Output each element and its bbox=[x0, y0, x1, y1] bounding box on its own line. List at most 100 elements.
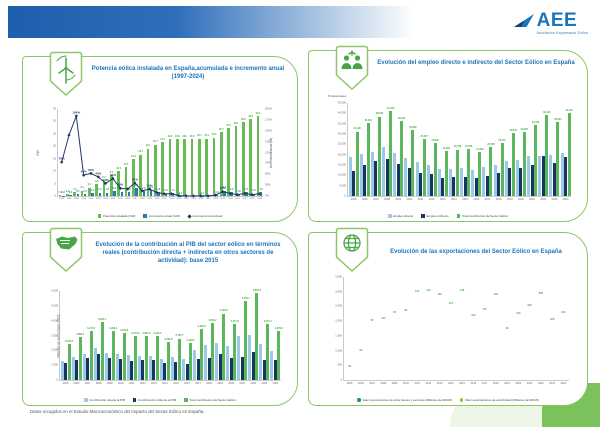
bar-value-label: 5,343.7 bbox=[241, 296, 250, 300]
y-axis-tick: 2,500 bbox=[335, 304, 342, 308]
bar bbox=[352, 170, 356, 196]
bar-group: 1.5 0.7 bbox=[73, 109, 80, 196]
bar bbox=[226, 345, 230, 380]
bar bbox=[404, 157, 408, 196]
bar: 41,228 bbox=[387, 107, 394, 196]
x-axis-label: 2015 bbox=[191, 197, 196, 200]
bar: 35,481 bbox=[365, 119, 372, 196]
stacked-bar: 1,983 102 bbox=[470, 277, 477, 380]
legend-marker bbox=[97, 214, 102, 218]
x-axis-label: 2016 bbox=[198, 197, 204, 200]
trend-line: 78% 184% 48% 52%44%29%40% 18% 30% 16% 10% bbox=[59, 110, 262, 198]
bar bbox=[541, 155, 545, 196]
y-axis-tick: 35,000 bbox=[337, 122, 346, 126]
bar-value-label: 36,324 bbox=[398, 116, 406, 120]
bar bbox=[374, 161, 378, 196]
bar-value-label: 11.6 bbox=[123, 162, 129, 166]
bar bbox=[108, 358, 112, 380]
bar-value-label: 30,543 bbox=[509, 128, 517, 132]
bar-group: 32.3 1.5 bbox=[256, 109, 263, 196]
bar bbox=[527, 156, 531, 196]
bar-group: 0.4 0.2 bbox=[58, 109, 65, 196]
x-axis-label: 2020 bbox=[227, 197, 233, 200]
bar: 23.1 bbox=[204, 134, 209, 196]
bar: 1.2 bbox=[91, 189, 94, 196]
bar-value-label: 1,854 bbox=[526, 376, 533, 378]
plot-area: 0 500 1,000 1,500 2,000 2,500 3,000 3,500 285 58 8… bbox=[335, 275, 569, 385]
x-axis-label: 2021 bbox=[529, 197, 535, 201]
y-axis-tick: 3,000 bbox=[51, 333, 58, 337]
bar-value-label: 23.0 bbox=[189, 134, 195, 138]
bar: 22.9 bbox=[175, 135, 180, 196]
bar: 2.2 bbox=[80, 186, 84, 196]
y-axis-title: Profesionales bbox=[328, 94, 347, 98]
bar-value-label: 39,116 bbox=[543, 110, 551, 114]
bar-groups: 0.4 0.2 0.8 0.4 1.5 0.7 2.2 0.7 3.4 1.2 4.8 1.4 6.2 1… bbox=[58, 109, 263, 196]
x-axis-label: 2024 bbox=[560, 381, 567, 385]
bar-value-label: 21,884 bbox=[442, 146, 450, 150]
x-axis-label: 2019 bbox=[220, 197, 226, 200]
bar-value-label: 34,235 bbox=[531, 121, 540, 125]
bar-group: 3,276.3 bbox=[270, 291, 283, 380]
x-axis-label: 2011 bbox=[129, 381, 135, 385]
panel-title-employment: Evolución del empleo directo e indirecto… bbox=[377, 60, 575, 66]
bar bbox=[71, 357, 75, 380]
y-axis-tick: 10 bbox=[53, 169, 56, 173]
y-axis-tick: 0 bbox=[56, 378, 59, 382]
bar: 23.5 bbox=[212, 133, 216, 196]
legend-label: Valor exportaciones de otros bienes y se… bbox=[362, 398, 452, 402]
bar-value-label: 23,783 bbox=[487, 142, 495, 146]
x-axis-label: 2022 bbox=[537, 381, 544, 385]
x-axis-label: 2010 bbox=[117, 381, 124, 385]
legend-label: Incremento porcentual bbox=[192, 214, 223, 218]
x-axis-label: 2005 bbox=[350, 197, 357, 201]
x-axis-label: 2005 bbox=[117, 197, 123, 200]
bar: 21,268 bbox=[476, 148, 483, 196]
bar-value-label: 2,435.2 bbox=[65, 339, 74, 343]
bar: 3,895.7 bbox=[98, 318, 106, 380]
stacked-bar: 2,204 107 bbox=[481, 277, 488, 380]
bar-value-label: 1.4 bbox=[98, 188, 102, 192]
bar-group: 2,787.7 bbox=[170, 291, 183, 380]
x-axis-label: 2007 bbox=[84, 381, 91, 385]
bar: 35,941 bbox=[554, 118, 562, 196]
capacity-chart: 0 5 10 15 20 25 30 35 0% 25% 50% 75% 100% 125% 150% 175… bbox=[31, 97, 289, 219]
x-axis-label: 2009 bbox=[395, 197, 402, 201]
y-axis-tick: 30,000 bbox=[337, 132, 346, 136]
bar-value-label: 93 bbox=[505, 326, 509, 330]
x-axis-label: 2014 bbox=[451, 197, 457, 201]
legend-item: Valor exportaciones de electricidad (Mil… bbox=[460, 398, 539, 402]
bar-value-label: 1.2 bbox=[90, 188, 95, 192]
svg-text:44%: 44% bbox=[95, 171, 101, 175]
stacked-bar: 1,532 428 bbox=[549, 277, 556, 380]
x-axis-label: 2012 bbox=[425, 381, 432, 385]
bar bbox=[182, 359, 186, 380]
legend-item: Total contribución de Sector Eólico bbox=[456, 214, 508, 218]
aee-logo: AEE Asociación Empresarial Eólica bbox=[513, 11, 588, 36]
x-axis-label: 2013 bbox=[176, 197, 182, 200]
y-axis-tick: 15,000 bbox=[337, 163, 346, 167]
bar: 2.1 bbox=[113, 187, 116, 196]
bar-value-label: 23.1 bbox=[197, 134, 202, 138]
x-axis-label: 2020 bbox=[228, 381, 235, 385]
legend-label: Contribución indirecta al PIB bbox=[138, 398, 176, 402]
bar-value-label: 21.7 bbox=[160, 137, 166, 141]
bar-group: 34,235 bbox=[527, 103, 540, 196]
bar: 1.4 bbox=[98, 188, 102, 196]
x-axis-label: 2018 bbox=[495, 197, 502, 201]
bar bbox=[382, 147, 386, 196]
y-axis-tick-right: 200% bbox=[265, 107, 272, 111]
bar-group: 23.0 bbox=[190, 109, 197, 196]
bar bbox=[396, 164, 400, 196]
bar bbox=[93, 348, 97, 380]
bar-group: 1,532 428 bbox=[547, 277, 558, 380]
x-axis-label: 2010 bbox=[406, 197, 413, 201]
x-axis-label: 2019 bbox=[217, 381, 224, 385]
bar-value-label: 82 bbox=[404, 308, 408, 312]
stacked-bar: 2,778 131 bbox=[414, 277, 421, 380]
gdp-chart: 0 1,000 2,000 3,000 4,000 5,000 6,000 Millones … bbox=[31, 281, 289, 403]
legend-item: Contribución directa al PIB bbox=[84, 398, 125, 402]
bar-value-label: 25,630 bbox=[431, 138, 439, 142]
panel-installed-capacity: Potencia eólica instalada en España,acum… bbox=[22, 51, 298, 222]
bar bbox=[137, 355, 141, 380]
